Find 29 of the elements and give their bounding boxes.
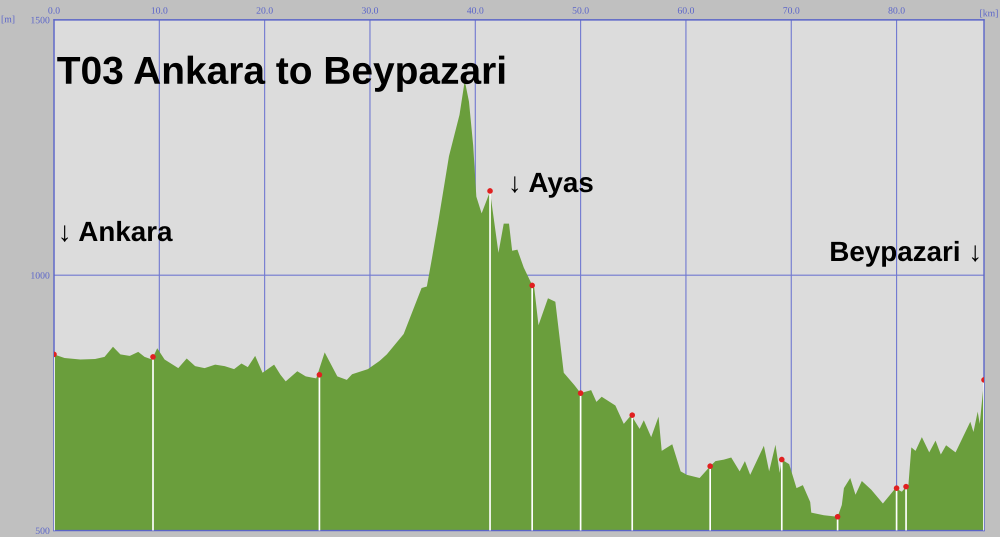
point	[707, 463, 713, 469]
point	[150, 354, 156, 360]
y-axis-title: [m]	[2, 15, 14, 24]
y-tick-label: 500	[36, 527, 50, 534]
x-axis-title: [km]	[980, 10, 998, 18]
point	[529, 282, 535, 288]
annotation: ↓ Ayas	[512, 172, 593, 198]
x-tick-label: 50.0	[572, 7, 589, 14]
x-tick-label: 10.0	[152, 7, 168, 14]
x-tick-label: 30.0	[362, 7, 378, 14]
x-tick-label: 80.0	[888, 7, 905, 14]
point	[779, 456, 785, 462]
point	[903, 484, 909, 490]
x-tick-label: 70.0	[783, 7, 800, 14]
text: T03 Ankara to Beypazari	[57, 56, 504, 92]
x-tick-label: 60.0	[678, 7, 694, 14]
point	[487, 188, 493, 194]
point	[316, 372, 322, 378]
annotation: ↓ Ankara	[61, 220, 173, 242]
point	[578, 390, 584, 396]
annotation: Beypazari ↓	[831, 240, 978, 267]
x-tick-label: 40.0	[466, 7, 484, 14]
point	[894, 485, 900, 491]
y-tick-label: 1500	[31, 16, 50, 24]
x-tick-label: 20.0	[256, 7, 273, 14]
y-tick-label: 1000	[31, 272, 50, 279]
point	[834, 514, 840, 520]
x-tick-label: 0.0	[48, 7, 60, 14]
point	[629, 412, 635, 418]
